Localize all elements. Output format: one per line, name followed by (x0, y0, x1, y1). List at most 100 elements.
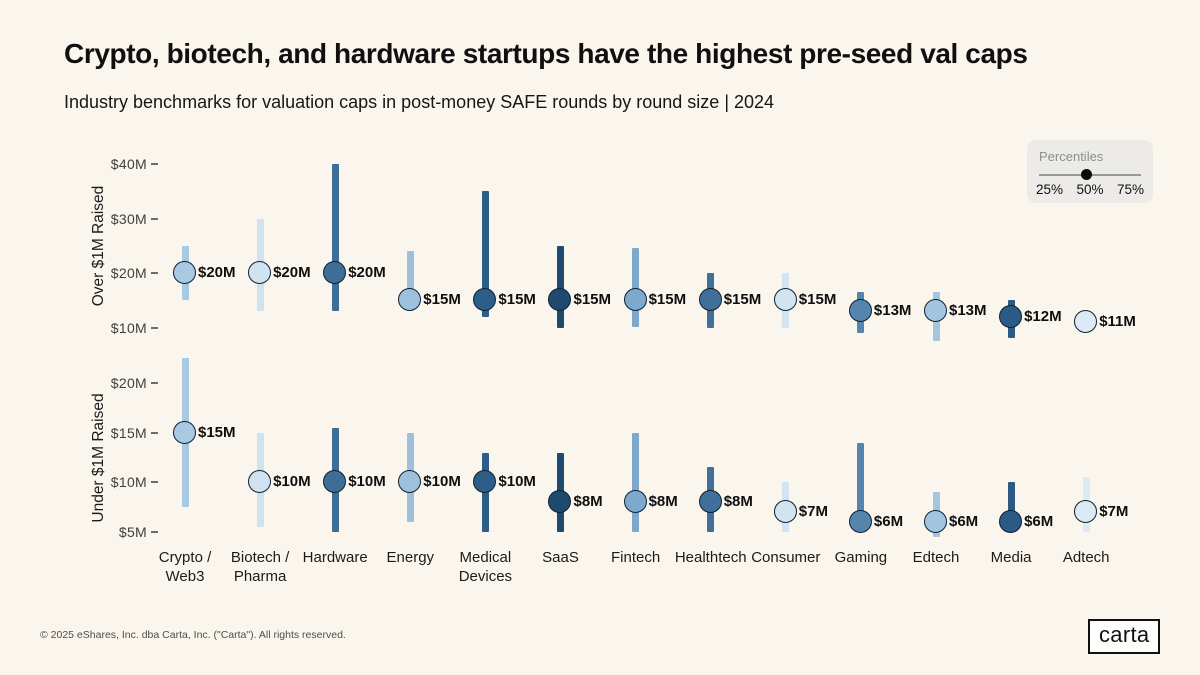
value-label: $8M (573, 493, 603, 511)
value-label: $15M (423, 291, 461, 309)
median-dot (323, 470, 347, 494)
median-dot (398, 470, 422, 494)
median-dot (848, 299, 872, 323)
range-bar (857, 442, 865, 532)
y-tick-label: $40M (110, 156, 147, 172)
value-label: $20M (273, 264, 311, 281)
value-label: $7M (798, 503, 828, 521)
value-label: $15M (798, 291, 837, 309)
value-label: $20M (198, 264, 236, 281)
y-tick-label: $10M (110, 319, 147, 336)
category-label: Biotech / Pharma (230, 549, 290, 585)
legend-tick-labels: 25% 50% 75% (1036, 182, 1144, 197)
category-label: Edtech (912, 549, 960, 566)
y-tick-label: $15M (110, 424, 147, 441)
value-label: $6M (949, 513, 979, 531)
page-subtitle: Industry benchmarks for valuation caps i… (64, 92, 775, 112)
value-label: $11M (1099, 313, 1136, 331)
category-label: SaaS (542, 549, 579, 566)
range-bar (1007, 482, 1015, 532)
value-label: $7M (1099, 503, 1129, 521)
value-label: $12M (1024, 307, 1062, 325)
legend-tick-75: 75% (1116, 182, 1144, 197)
y-tick-label: $30M (110, 210, 147, 227)
median-dot (473, 288, 497, 312)
legend-median-dot-icon (1081, 169, 1092, 180)
value-label: $10M (273, 473, 311, 491)
y-tick-icon (151, 481, 158, 484)
median-dot (923, 509, 947, 533)
range-bar (481, 191, 489, 317)
y-tick-icon (151, 217, 158, 220)
median-dot (548, 490, 572, 514)
median-dot (999, 304, 1022, 328)
y-tick-label: $20M (110, 265, 147, 281)
value-label: $8M (723, 493, 753, 511)
category-label: Gaming (834, 549, 888, 566)
range-bar (331, 164, 339, 312)
category-label: Energy (386, 549, 435, 566)
y-tick-icon (151, 163, 158, 165)
median-dot (323, 260, 347, 284)
median-dot (172, 260, 196, 284)
median-dot (698, 490, 722, 514)
y-tick-label: $5M (118, 524, 147, 540)
y-tick-label: $10M (110, 474, 147, 491)
page-title: Crypto, biotech, and hardware startups h… (64, 38, 1028, 69)
legend-title: Percentiles (1039, 149, 1104, 164)
category-label: Hardware (302, 549, 368, 566)
y-tick-icon (151, 382, 158, 385)
value-label: $15M (648, 291, 687, 309)
median-dot (773, 500, 797, 524)
category-label: Crypto / Web3 (158, 549, 212, 585)
median-dot (1074, 309, 1098, 333)
median-dot (773, 288, 797, 312)
median-dot (698, 288, 722, 312)
value-label: $10M (423, 473, 461, 491)
median-dot (848, 509, 872, 533)
median-dot (248, 470, 271, 494)
category-label: Medical Devices (458, 549, 513, 585)
value-label: $6M (873, 513, 904, 531)
median-dot (248, 260, 271, 284)
range-bar (632, 248, 640, 328)
value-label: $15M (198, 423, 236, 441)
panel-label: Over $1M Raised (90, 185, 107, 307)
value-label: $15M (723, 291, 762, 309)
y-tick-icon (151, 431, 158, 434)
y-tick-icon (151, 326, 158, 329)
value-label: $13M (873, 302, 912, 320)
y-tick-icon (151, 272, 158, 274)
value-label: $15M (573, 291, 612, 309)
copyright-text: © 2025 eShares, Inc. dba Carta, Inc. ("C… (40, 629, 346, 641)
legend-tick-50: 50% (1076, 182, 1104, 197)
category-label: Fintech (610, 549, 661, 566)
category-label: Media (990, 549, 1032, 566)
value-label: $10M (498, 473, 536, 491)
median-dot (398, 288, 422, 312)
value-label: $13M (949, 302, 987, 320)
median-dot (172, 420, 196, 444)
median-dot (999, 509, 1022, 533)
category-label: Healthtech (674, 549, 747, 566)
percentiles-legend: Percentiles 25% 50% 75% (1027, 140, 1153, 203)
value-label: $8M (648, 493, 678, 511)
legend-tick-25: 25% (1036, 182, 1064, 197)
median-dot (1074, 500, 1098, 524)
panel-label: Under $1M Raised (90, 393, 107, 523)
median-dot (623, 288, 647, 312)
carta-logo: carta (1088, 619, 1161, 654)
category-label: Adtech (1062, 549, 1110, 566)
y-tick-icon (151, 531, 158, 533)
median-dot (623, 490, 647, 514)
value-label: $6M (1024, 513, 1054, 531)
median-dot (473, 470, 497, 494)
range-bar (632, 432, 640, 532)
value-label: $15M (498, 291, 536, 309)
y-tick-label: $20M (110, 375, 147, 392)
category-label: Consumer (751, 549, 821, 566)
value-label: $10M (348, 473, 386, 491)
value-label: $20M (348, 264, 386, 281)
